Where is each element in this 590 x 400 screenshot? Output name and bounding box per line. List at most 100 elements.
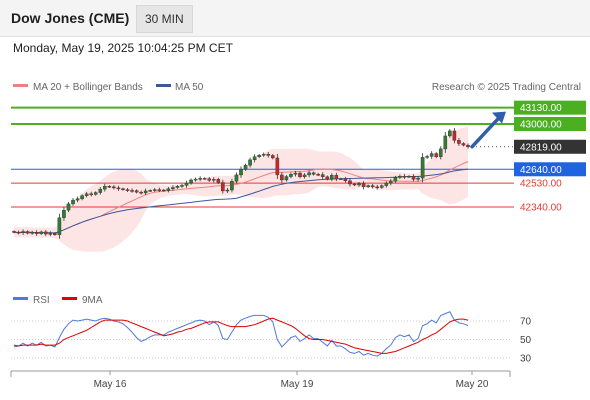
candle [66,201,71,213]
candle-body-down [375,186,380,189]
candle [416,175,420,182]
candle-body-up [261,153,266,156]
candle [302,173,307,179]
current-level-label: 42819.00 [520,142,562,153]
candle [30,230,34,235]
candle-body-down [316,174,320,176]
candle [207,176,212,183]
resistance-level-label: 43000.00 [520,120,562,131]
candle [370,183,375,189]
candle-body-up [425,156,429,158]
candle-body-down [311,172,316,175]
candle-body-down [112,186,116,189]
candle-body-down [130,190,134,192]
candle-body-up [71,199,75,205]
candle [316,172,320,177]
candle-body-up [189,179,193,184]
candle-body-down [343,178,348,182]
candle [57,213,62,239]
candle [211,177,216,183]
candle-body-up [198,178,202,180]
rsi-lines [13,311,469,357]
candle [102,183,107,192]
ma50-line [13,168,469,234]
candle-body-down [361,183,366,188]
candle [121,187,125,191]
candle-body-down [325,176,330,180]
candle [325,175,330,181]
candle-body-up [184,182,189,186]
resistance-tag-bg [514,117,586,131]
candle-body-up [57,217,62,235]
candle-body-up [366,185,370,188]
candle [148,189,153,192]
candle [166,186,171,193]
rsi-ma-legend-label: 9MA [82,295,103,306]
current-level-tag: 42819.00 [514,139,586,154]
interval-button[interactable]: 30 MIN [136,5,193,33]
candle [452,127,457,144]
candle [443,131,448,153]
candle [398,174,402,180]
candle [429,151,434,159]
pivot-tag-bg [514,162,586,177]
candle-body-up [379,185,384,188]
candle [25,230,30,235]
candle [71,198,75,206]
symbol-title: Dow Jones (CME) [11,10,130,26]
candle [48,231,53,237]
candle-body-down [25,231,30,234]
time-tick-label: May 19 [281,379,314,390]
candle-body-down [16,231,21,234]
candle-body-up [384,182,389,186]
rsi-line [13,311,469,357]
candle [112,185,116,190]
candle-body-up [143,190,148,194]
candle [361,181,366,190]
candle [130,188,134,193]
candles [12,127,470,239]
candle-body-down [107,186,112,188]
candle-body-up [80,195,84,200]
ma50-legend-label: MA 50 [175,82,204,93]
candle [98,187,103,195]
candle-body-down [402,175,407,178]
candle-body-up [75,198,80,201]
candle [180,183,184,188]
rsi-legend-swatch [13,297,28,300]
level-lines [11,106,514,208]
candle-body-down [125,189,130,191]
candle [261,152,266,157]
candle-body-up [252,156,257,161]
candle-body-up [448,130,452,137]
candle-body-up [166,188,171,191]
candle-body-up [420,157,425,179]
candle-body-down [134,190,139,193]
candle-body-up [21,231,25,233]
support-level-label: 42340.00 [520,203,562,214]
candle [311,171,316,176]
resistance-level-label: 43130.00 [520,103,562,114]
candle [293,170,298,177]
level-labels: 43130.00 43000.00 42819.00 42640.00 42530.00… [514,100,586,214]
candle-body-up [429,153,434,157]
candle-body-down [121,188,125,190]
candle-body-down [34,232,39,234]
candle [107,185,112,188]
candle-body-down [461,143,466,146]
candle [330,173,334,182]
candle-body-down [53,233,57,235]
resistance-tag-bg [514,100,586,115]
time-tick-label: May 16 [94,379,127,390]
candle [239,166,243,178]
candle-body-down [12,231,16,233]
candle [162,188,166,192]
candle [384,181,389,188]
candle-body-up [257,154,261,157]
candle-body-down [157,189,162,191]
candle [389,178,393,186]
candle-body-up [357,183,361,186]
candle [289,172,293,179]
candle [80,194,84,201]
candle-body-up [93,192,98,195]
